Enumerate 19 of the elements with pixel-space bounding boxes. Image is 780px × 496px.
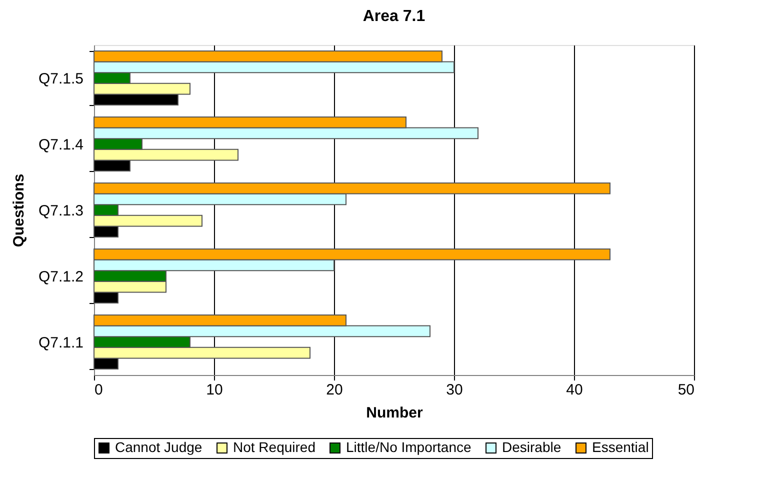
y-tick-label: Q7.1.2 bbox=[38, 268, 84, 286]
x-tick-label: 20 bbox=[326, 382, 343, 398]
x-tick-label: 50 bbox=[678, 382, 694, 398]
legend-label: Essential bbox=[592, 439, 649, 455]
legend-label: Little/No Importance bbox=[346, 439, 472, 455]
legend-label: Cannot Judge bbox=[115, 439, 202, 455]
y-tick-label: Q7.1.1 bbox=[38, 334, 84, 352]
x-axis-title: Number bbox=[366, 404, 423, 422]
x-tick-label: 10 bbox=[206, 382, 223, 398]
legend-label: Desirable bbox=[502, 439, 562, 455]
y-axis-title: Questions bbox=[10, 174, 28, 248]
y-tick-label: Q7.1.4 bbox=[38, 136, 84, 154]
x-tick-label: 0 bbox=[94, 382, 103, 398]
chart-title: Area 7.1 bbox=[362, 8, 426, 25]
legend-label: Not Required bbox=[233, 439, 316, 455]
y-tick-label: Q7.1.3 bbox=[38, 202, 84, 220]
x-tick-label: 40 bbox=[566, 382, 583, 398]
y-tick-label: Q7.1.5 bbox=[38, 70, 84, 88]
x-tick-label: 30 bbox=[446, 382, 463, 398]
